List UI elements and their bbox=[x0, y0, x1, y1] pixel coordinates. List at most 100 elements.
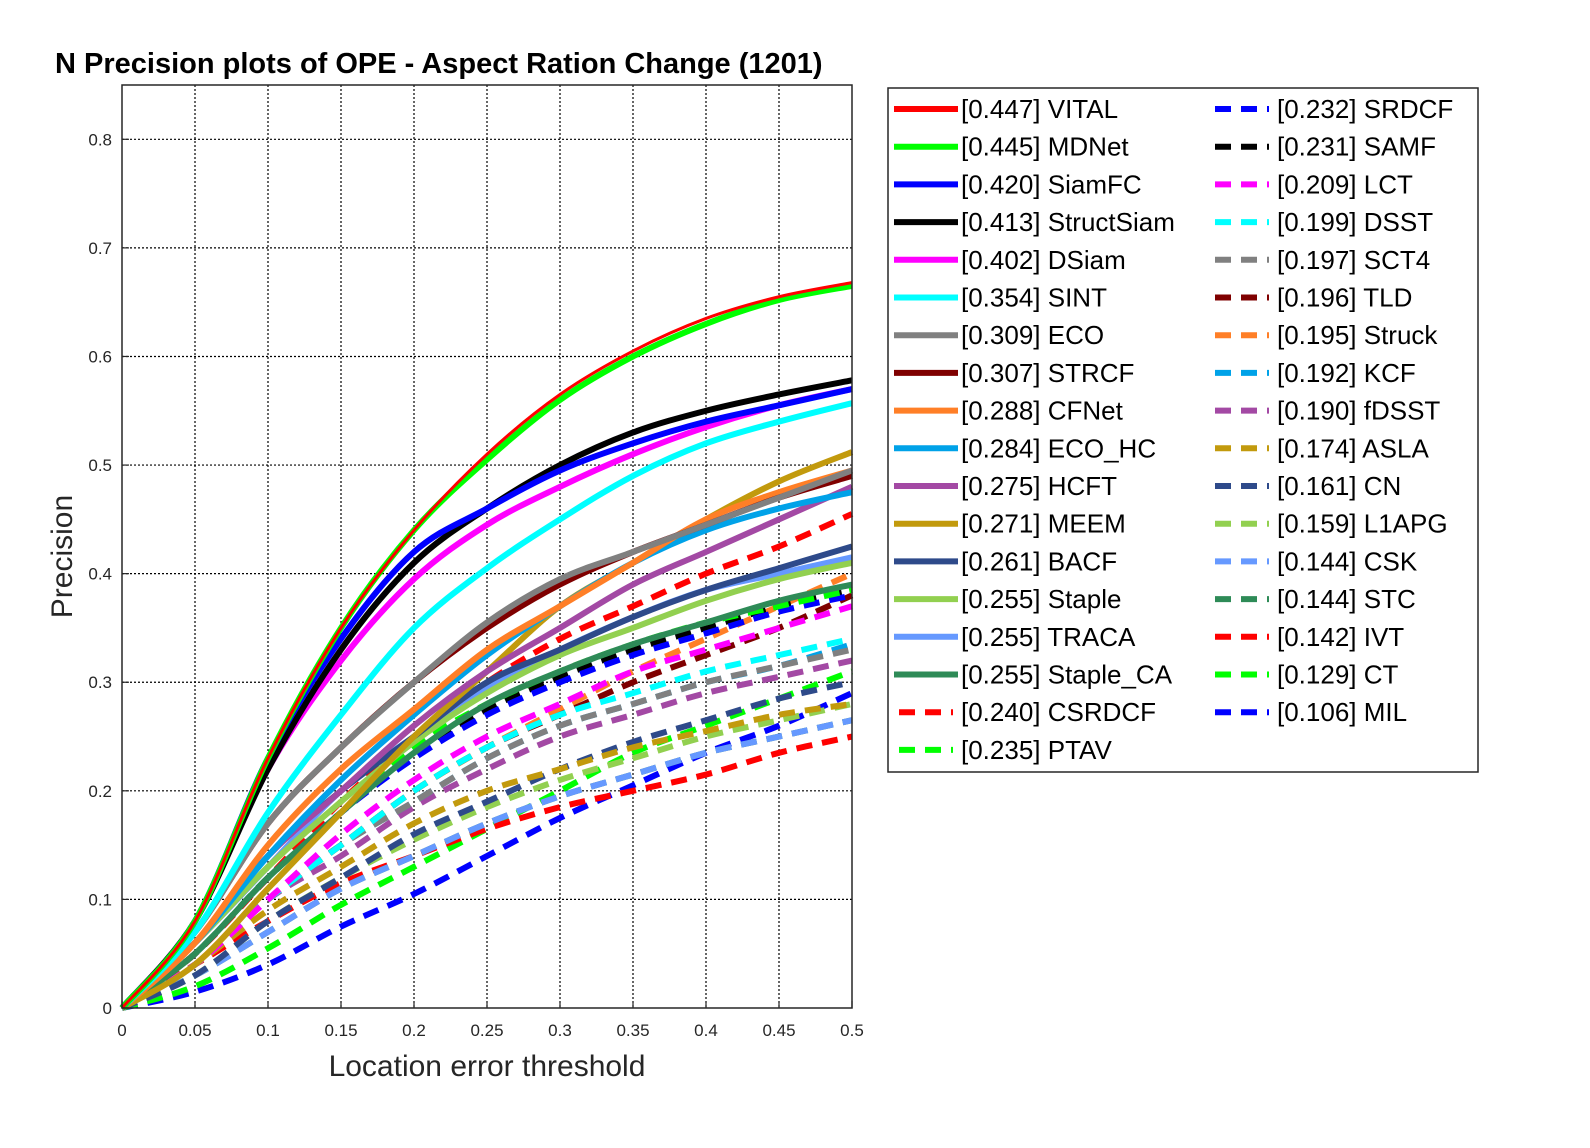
legend-label: [0.209] LCT bbox=[1277, 169, 1413, 199]
legend-entry: [0.196] TLD bbox=[1215, 283, 1412, 313]
legend-label: [0.307] STRCF bbox=[961, 358, 1134, 388]
series-line bbox=[120, 587, 853, 1011]
series-line bbox=[120, 581, 853, 1011]
y-tick-label: 0 bbox=[103, 999, 112, 1018]
y-axis-label: Precision bbox=[46, 495, 79, 618]
legend-entry: [0.144] CSK bbox=[1215, 546, 1418, 576]
series-line bbox=[121, 668, 854, 1011]
legend-entry: [0.144] STC bbox=[1215, 584, 1416, 614]
legend-entry: [0.232] SRDCF bbox=[1215, 94, 1453, 124]
x-tick-label: 0.15 bbox=[324, 1021, 357, 1040]
series-line bbox=[120, 603, 853, 1011]
legend-label: [0.144] CSK bbox=[1277, 546, 1418, 576]
y-tick-label: 0.6 bbox=[88, 347, 112, 366]
legend-label: [0.284] ECO_HC bbox=[961, 433, 1156, 463]
legend-label: [0.255] Staple_CA bbox=[961, 660, 1173, 690]
legend-label: [0.196] TLD bbox=[1277, 283, 1412, 313]
legend-entry: [0.190] fDSST bbox=[1215, 396, 1440, 426]
legend-label: [0.240] CSRDCF bbox=[961, 697, 1156, 727]
legend-label: [0.144] STC bbox=[1277, 584, 1416, 614]
legend: [0.447] VITAL [0.445] MDNet [0.420] SiamFC… bbox=[887, 87, 1479, 773]
series-line bbox=[120, 281, 853, 1009]
legend-label: [0.235] PTAV bbox=[961, 735, 1112, 765]
legend-entries: [0.447] VITAL [0.445] MDNet [0.420] SiamFC… bbox=[894, 94, 1453, 765]
chart-title: N Precision plots of OPE - Aspect Ration… bbox=[55, 48, 823, 80]
legend-entry: [0.420] SiamFC bbox=[894, 169, 1142, 199]
legend-label: [0.261] BACF bbox=[961, 546, 1117, 576]
legend-entry: [0.271] MEEM bbox=[894, 509, 1126, 539]
legend-label: [0.129] CT bbox=[1277, 660, 1399, 690]
series-line bbox=[120, 592, 853, 1011]
y-tick-label: 0.4 bbox=[88, 565, 112, 584]
legend-entry: [0.142] IVT bbox=[1215, 622, 1404, 652]
legend-entry: [0.240] CSRDCF bbox=[899, 697, 1156, 727]
legend-label: [0.197] SCT4 bbox=[1277, 245, 1430, 275]
legend-label: [0.199] DSST bbox=[1277, 207, 1433, 237]
legend-label: [0.288] CFNet bbox=[961, 396, 1124, 426]
legend-label: [0.354] SINT bbox=[961, 283, 1107, 313]
legend-label: [0.447] VITAL bbox=[961, 94, 1118, 124]
y-tick-label: 0.3 bbox=[88, 673, 112, 692]
legend-label: [0.231] SAMF bbox=[1277, 132, 1436, 162]
legend-label: [0.106] MIL bbox=[1277, 697, 1407, 727]
x-tick-label: 0.4 bbox=[694, 1021, 718, 1040]
series-line bbox=[120, 489, 853, 1011]
legend-label: [0.309] ECO bbox=[961, 320, 1104, 350]
x-tick-label: 0 bbox=[117, 1021, 126, 1040]
series-line bbox=[120, 733, 853, 1011]
series-line bbox=[120, 467, 853, 1011]
y-tick-label: 0.7 bbox=[88, 239, 112, 258]
legend-box bbox=[887, 87, 1479, 773]
x-axis-label: Location error threshold bbox=[329, 1050, 646, 1083]
y-tick-label: 0.2 bbox=[88, 782, 112, 801]
x-tick-label: 0.5 bbox=[840, 1021, 864, 1040]
legend-entry: [0.106] MIL bbox=[1215, 697, 1407, 727]
legend-label: [0.174] ASLA bbox=[1277, 433, 1429, 463]
series-line bbox=[120, 700, 853, 1011]
legend-entry: [0.309] ECO bbox=[894, 320, 1104, 350]
legend-label: [0.142] IVT bbox=[1277, 622, 1404, 652]
legend-label: [0.192] KCF bbox=[1277, 358, 1416, 388]
series-line bbox=[120, 717, 853, 1011]
series-line bbox=[119, 400, 853, 1011]
legend-entry: [0.197] SCT4 bbox=[1215, 245, 1430, 275]
y-tick-label: 0.5 bbox=[88, 456, 112, 475]
tick-layer: 0 0.05 0.1 0.15 0.2 0.25 0.3 0.35 0.4 0.45 0.5 0 0.1… bbox=[88, 130, 863, 1040]
legend-entry: [0.195] Struck bbox=[1215, 320, 1438, 350]
legend-label: [0.159] L1APG bbox=[1277, 509, 1448, 539]
legend-label: [0.275] HCFT bbox=[961, 471, 1117, 501]
legend-entry: [0.288] CFNet bbox=[894, 396, 1124, 426]
legend-entry: [0.192] KCF bbox=[1215, 358, 1416, 388]
legend-label: [0.190] fDSST bbox=[1277, 396, 1440, 426]
legend-label: [0.161] CN bbox=[1277, 471, 1401, 501]
legend-entry: [0.255] TRACA bbox=[894, 622, 1136, 652]
series-line bbox=[120, 679, 853, 1011]
legend-entry: [0.231] SAMF bbox=[1215, 132, 1436, 162]
legend-entry: [0.261] BACF bbox=[894, 546, 1117, 576]
legend-entry: [0.174] ASLA bbox=[1215, 433, 1429, 463]
x-tick-label: 0.45 bbox=[762, 1021, 795, 1040]
legend-label: [0.413] StructSiam bbox=[961, 207, 1175, 237]
legend-label: [0.195] Struck bbox=[1277, 320, 1438, 350]
legend-label: [0.420] SiamFC bbox=[961, 169, 1142, 199]
legend-label: [0.445] MDNet bbox=[961, 132, 1129, 162]
y-tick-label: 0.8 bbox=[88, 130, 112, 149]
legend-entry: [0.255] Staple_CA bbox=[894, 660, 1173, 690]
legend-label: [0.255] Staple bbox=[961, 584, 1121, 614]
legend-label: [0.255] TRACA bbox=[961, 622, 1136, 652]
legend-entry: [0.307] STRCF bbox=[894, 358, 1134, 388]
legend-entry: [0.445] MDNet bbox=[894, 132, 1129, 162]
legend-entry: [0.255] Staple bbox=[894, 584, 1121, 614]
x-tick-label: 0.2 bbox=[402, 1021, 426, 1040]
x-tick-label: 0.3 bbox=[548, 1021, 572, 1040]
series-layer bbox=[119, 281, 854, 1011]
legend-entry: [0.413] StructSiam bbox=[894, 207, 1175, 237]
series-line bbox=[120, 559, 853, 1011]
legend-entry: [0.354] SINT bbox=[894, 283, 1107, 313]
legend-entry: [0.235] PTAV bbox=[899, 735, 1112, 765]
y-tick-label: 0.1 bbox=[88, 890, 112, 909]
legend-entry: [0.159] L1APG bbox=[1215, 509, 1448, 539]
legend-entry: [0.275] HCFT bbox=[894, 471, 1117, 501]
legend-entry: [0.447] VITAL bbox=[894, 94, 1118, 124]
